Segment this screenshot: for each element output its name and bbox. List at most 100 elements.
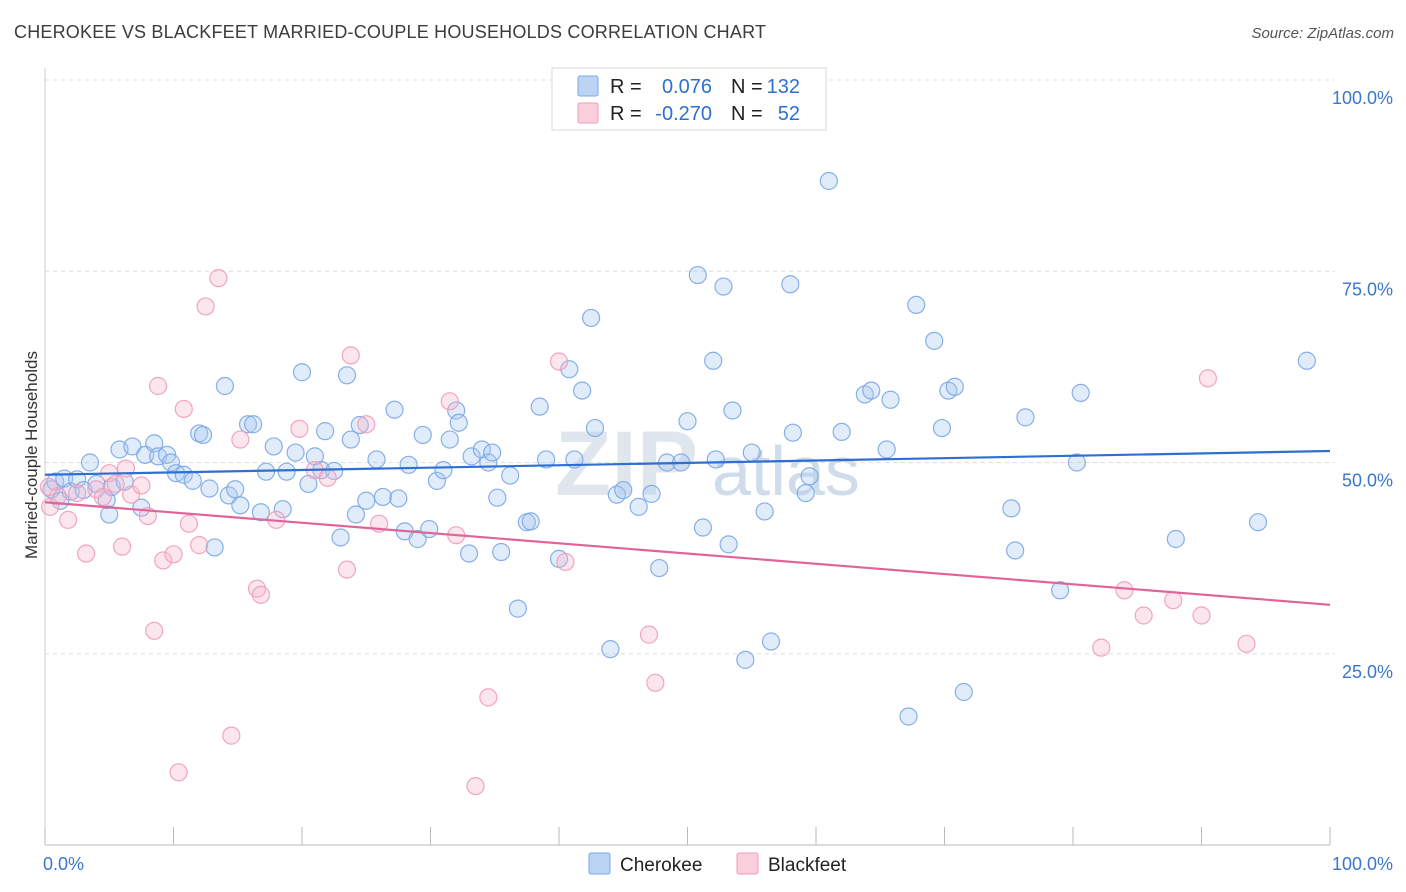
bottom-legend-label-cherokee: Cherokee: [620, 855, 702, 876]
y-tick-label-0: 25.0%: [1342, 662, 1393, 682]
cherokee-point-88: [629, 497, 648, 516]
cherokee-point-118: [932, 418, 952, 438]
cherokee-point-123: [1006, 541, 1025, 560]
cherokee-point-99: [719, 535, 738, 554]
blackfeet-point-42: [639, 625, 659, 644]
cherokee-point-98: [714, 277, 733, 296]
y-tick-label-1: 50.0%: [1342, 471, 1393, 491]
cherokee-point-117: [925, 331, 944, 350]
cherokee-point-66: [459, 544, 479, 563]
cherokee-point-71: [488, 488, 507, 507]
cherokee-point-74: [508, 599, 527, 618]
cherokee-point-101: [736, 650, 755, 669]
cherokee-point-96: [704, 351, 723, 370]
cherokee-point-39: [286, 443, 305, 462]
chart-title: CHEROKEE VS BLACKFEET MARRIED-COUPLE HOU…: [14, 22, 767, 42]
cherokee-point-77: [530, 397, 549, 416]
cherokee-point-109: [819, 171, 838, 191]
cherokee-point-57: [399, 455, 418, 474]
bottom-legend-swatch-cherokee: [588, 852, 611, 875]
cherokee-point-55: [389, 489, 408, 508]
cherokee-points: [42, 171, 1316, 726]
cherokee-point-23: [183, 471, 202, 490]
x-tick-label-min: 0.0%: [43, 854, 84, 874]
cherokee-point-93: [678, 412, 697, 431]
cherokee-point-47: [337, 366, 357, 385]
cherokee-point-97: [706, 450, 725, 469]
blackfeet-point-48: [1192, 606, 1211, 625]
cherokee-point-90: [650, 558, 669, 578]
cherokee-point-73: [501, 466, 520, 485]
bottom-legend-swatch-blackfeet: [736, 852, 759, 875]
cherokee-point-32: [238, 415, 258, 434]
cherokee-point-115: [899, 707, 918, 726]
blackfeet-point-9: [112, 537, 132, 556]
cherokee-point-26: [200, 479, 219, 498]
cherokee-point-108: [800, 467, 819, 486]
cherokee-point-81: [565, 450, 584, 469]
blackfeet-point-46: [1134, 606, 1153, 625]
cherokee-point-102: [742, 443, 761, 462]
legend-r-value-cherokee: 0.076: [662, 76, 712, 98]
cherokee-point-38: [277, 462, 296, 481]
cherokee-point-20: [161, 453, 181, 472]
cherokee-point-28: [215, 376, 234, 396]
blackfeet-point-19: [174, 399, 193, 419]
cherokee-point-121: [954, 682, 973, 702]
cherokee-point-129: [1248, 513, 1268, 532]
blackfeet-point-40: [549, 352, 569, 371]
cherokee-point-105: [781, 275, 800, 294]
blackfeet-point-23: [209, 269, 228, 288]
cherokee-point-50: [350, 415, 369, 435]
y-tick-labels: 25.0% 50.0% 75.0% 100.0%: [1332, 88, 1393, 682]
cherokee-point-22: [174, 465, 193, 484]
cherokee-point-95: [693, 518, 713, 537]
legend-swatch-cherokee: [577, 75, 599, 97]
blackfeet-point-16: [154, 551, 173, 570]
blackfeet-point-10: [116, 459, 136, 478]
cherokee-point-128: [1166, 529, 1185, 549]
cherokee-point-33: [244, 415, 263, 434]
y-axis-label: Married-couple Households: [22, 351, 41, 559]
cherokee-point-110: [832, 422, 851, 441]
blackfeet-point-15: [148, 376, 168, 396]
cherokee-point-113: [877, 440, 896, 459]
cherokee-point-44: [316, 422, 335, 441]
cherokee-point-40: [292, 363, 312, 382]
blackfeet-point-24: [222, 726, 241, 745]
blackfeet-point-14: [145, 621, 164, 640]
blackfeet-point-12: [132, 476, 151, 495]
cherokee-point-86: [607, 485, 626, 504]
cherokee-point-58: [408, 529, 427, 549]
legend-n-label-cherokee: N =: [731, 76, 763, 98]
x-tick-label-max: 100.0%: [1332, 854, 1393, 874]
cherokee-point-76: [521, 512, 540, 531]
legend-r-value-blackfeet: -0.270: [655, 103, 712, 125]
blackfeet-point-29: [290, 419, 309, 438]
cherokee-point-100: [723, 401, 742, 420]
cherokee-point-65: [449, 413, 468, 432]
cherokee-point-31: [231, 496, 250, 515]
legend-n-value-blackfeet: 52: [778, 103, 800, 125]
cherokee-point-27: [205, 538, 224, 557]
blackfeet-point-32: [337, 560, 357, 579]
legend-r-label-cherokee: R =: [610, 76, 642, 98]
cherokee-point-126: [1067, 453, 1086, 472]
cherokee-point-124: [1016, 408, 1035, 427]
cherokee-point-87: [614, 480, 633, 500]
blackfeet-point-2: [59, 510, 78, 529]
cherokee-point-82: [573, 381, 592, 400]
cherokee-point-63: [440, 430, 459, 449]
cherokee-point-34: [251, 503, 270, 522]
cherokee-point-80: [560, 360, 579, 379]
cherokee-point-130: [1297, 351, 1316, 370]
cherokee-point-51: [357, 491, 376, 510]
blackfeet-point-36: [440, 392, 459, 411]
legend-n-label-blackfeet: N =: [731, 103, 763, 125]
blackfeet-point-33: [341, 346, 360, 365]
blackfeet-point-18: [169, 763, 188, 782]
watermark-atlas: atlas: [712, 432, 860, 510]
blackfeet-point-4: [77, 544, 96, 563]
blackfeet-point-45: [1115, 581, 1134, 600]
